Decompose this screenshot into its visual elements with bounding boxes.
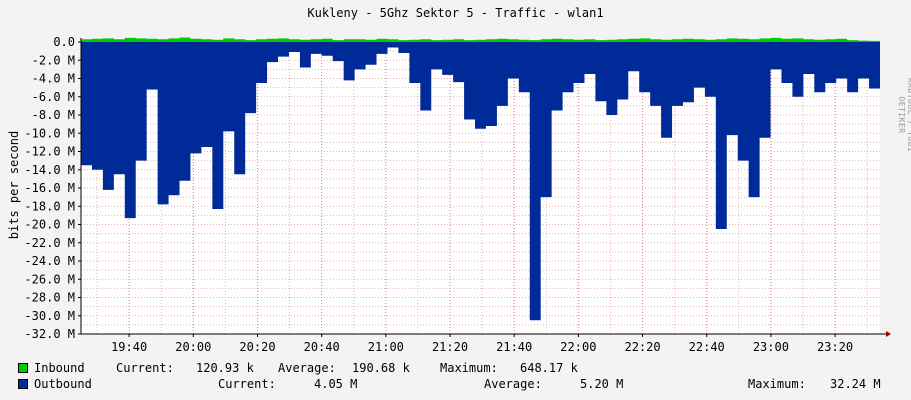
legend-outbound-current: 4.05 M <box>314 377 358 391</box>
legend-inbound-average: 190.68 k <box>352 361 410 375</box>
x-tick-label: 21:20 <box>432 340 468 354</box>
legend-inbound-current: 120.93 k <box>196 361 254 375</box>
legend-inbound-maximum: 648.17 k <box>520 361 578 375</box>
legend-swatch-outbound <box>18 379 28 389</box>
y-tick-label: -4.0 M <box>32 72 75 86</box>
x-tick-label: 23:20 <box>817 340 853 354</box>
x-tick-label: 22:40 <box>689 340 725 354</box>
chart-title: Kukleny - 5Ghz Sektor 5 - Traffic - wlan… <box>307 6 604 20</box>
legend-outbound-average-label: Average: <box>484 377 542 391</box>
x-tick-label: 20:00 <box>175 340 211 354</box>
y-tick-label: -16.0 M <box>24 181 75 195</box>
y-tick-label: -32.0 M <box>24 327 75 341</box>
x-tick-label: 22:20 <box>624 340 660 354</box>
legend-swatch-inbound <box>18 363 28 373</box>
y-tick-label: -2.0 M <box>32 53 75 67</box>
y-tick-label: -24.0 M <box>24 254 75 268</box>
x-tick-label: 23:00 <box>753 340 789 354</box>
y-tick-label: -28.0 M <box>24 291 75 305</box>
x-axis-arrow <box>886 331 891 337</box>
y-tick-label: -6.0 M <box>32 90 75 104</box>
x-tick-label: 19:40 <box>111 340 147 354</box>
x-tick-label: 20:40 <box>304 340 340 354</box>
legend-inbound-current-label: Current: <box>116 361 174 375</box>
legend-outbound-maximum-label: Maximum: <box>748 377 806 391</box>
legend-outbound-current-label: Current: <box>218 377 276 391</box>
legend-outbound-maximum: 32.24 M <box>830 377 881 391</box>
y-tick-label: -22.0 M <box>24 236 75 250</box>
y-tick-label: -8.0 M <box>32 108 75 122</box>
x-tick-label: 20:20 <box>239 340 275 354</box>
legend-outbound-name: Outbound <box>34 377 92 391</box>
y-tick-label: -12.0 M <box>24 145 75 159</box>
legend-inbound-maximum-label: Maximum: <box>440 361 498 375</box>
legend-inbound-name: Inbound <box>34 361 85 375</box>
x-tick-label: 22:00 <box>560 340 596 354</box>
y-tick-label: -30.0 M <box>24 309 75 323</box>
y-tick-label: -26.0 M <box>24 272 75 286</box>
y-tick-label: -18.0 M <box>24 199 75 213</box>
x-tick-label: 21:40 <box>496 340 532 354</box>
y-tick-label: -10.0 M <box>24 126 75 140</box>
legend-inbound-average-label: Average: <box>278 361 336 375</box>
legend-outbound-average: 5.20 M <box>580 377 624 391</box>
y-tick-label: -14.0 M <box>24 163 75 177</box>
y-tick-label: 0.0 <box>53 35 75 49</box>
series-inbound-area <box>81 37 880 42</box>
series-outbound-area <box>81 42 880 321</box>
y-tick-label: -20.0 M <box>24 218 75 232</box>
x-tick-label: 21:00 <box>368 340 404 354</box>
